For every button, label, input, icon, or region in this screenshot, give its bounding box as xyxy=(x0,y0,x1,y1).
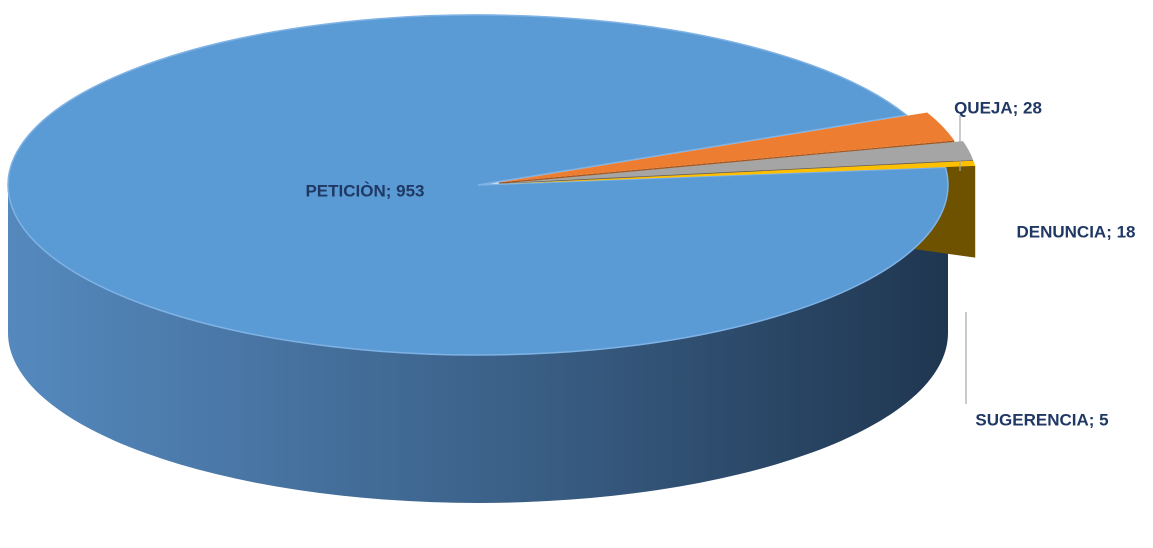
data-label-peticion: PETICIÒN; 953 xyxy=(305,181,424,200)
slice-denuncia xyxy=(507,141,974,183)
data-label-denuncia: DENUNCIA; 18 xyxy=(1016,222,1135,241)
slice-peticion xyxy=(7,14,949,356)
slice-queja xyxy=(498,112,955,183)
slice-side-peticion xyxy=(8,185,948,503)
slice-sugerencia xyxy=(507,160,976,184)
data-label-queja: QUEJA; 28 xyxy=(954,98,1042,117)
data-label-sugerencia: SUGERENCIA; 5 xyxy=(975,410,1108,429)
